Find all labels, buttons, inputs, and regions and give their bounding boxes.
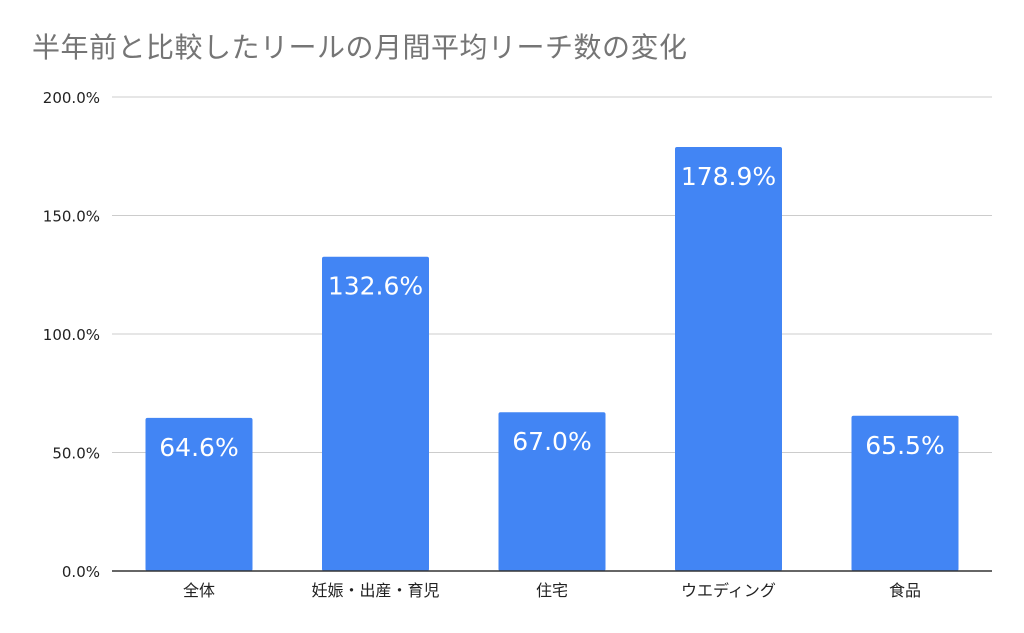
data-label: 64.6%: [159, 433, 238, 462]
bar: [498, 412, 606, 571]
data-label: 178.9%: [681, 162, 776, 191]
y-tick-label: 150.0%: [43, 208, 100, 226]
y-tick-label: 50.0%: [52, 445, 100, 463]
bar: [675, 147, 782, 571]
y-tick-label: 0.0%: [62, 563, 100, 581]
y-tick-label: 200.0%: [43, 89, 100, 107]
data-label: 67.0%: [512, 427, 591, 456]
x-tick-label: 食品: [889, 581, 921, 600]
x-tick-label: 妊娠・出産・育児: [311, 581, 439, 600]
x-tick-label: 住宅: [536, 581, 568, 600]
data-label: 65.5%: [865, 431, 944, 460]
bar: [322, 256, 429, 571]
y-tick-label: 100.0%: [43, 326, 100, 344]
data-label: 132.6%: [328, 272, 423, 301]
bar: [851, 415, 959, 571]
x-tick-label: 全体: [183, 581, 215, 600]
x-tick-label: ウエディング: [681, 581, 776, 600]
bar: [145, 417, 253, 571]
chart-title: 半年前と比較したリールの月間平均リーチ数の変化: [32, 31, 688, 64]
